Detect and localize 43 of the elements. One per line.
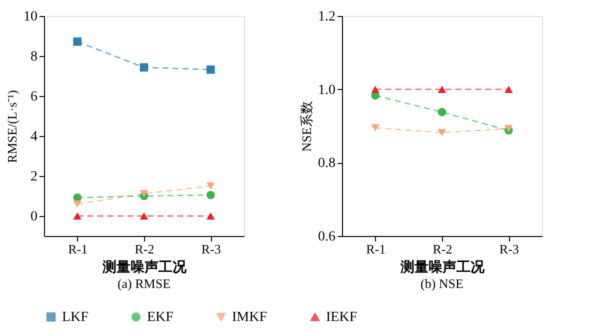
point [206,182,215,190]
y-tick-label: 0.6 [318,230,336,244]
point [438,108,446,116]
point [140,63,148,72]
point [371,124,380,132]
point [73,212,82,220]
point [504,86,513,93]
point [73,200,82,208]
x-tick-label: R-3 [499,242,519,256]
y-tick-label: 4 [30,130,38,144]
point [140,212,148,220]
legend-label: EKF [147,310,174,325]
point [438,128,446,136]
x-axis-title: 测量噪声工况 [102,260,188,276]
point [206,190,215,200]
x-tick-label: R-2 [134,242,154,256]
y-tick-label: 0.8 [318,156,336,172]
point [206,65,215,74]
y-tick-label: 2 [30,170,38,184]
y-axis-title: NSE系数 [299,101,314,152]
legend-label: LKF [62,310,89,325]
point [438,86,446,93]
x-axis-title: 测量噪声工况 [400,260,486,276]
x-tick-label: R-1 [68,242,88,256]
y-tick-label: 1.0 [318,82,336,98]
y-tick-label: 8 [30,50,38,64]
legend-label: IEKF [326,310,358,325]
point [206,212,215,220]
y-tick-label: 1.2 [318,10,336,24]
text: (a) RMSE [117,276,171,291]
point [73,37,82,46]
point [504,124,513,132]
legend-label: IMKF [232,310,268,325]
x-tick-label: R-3 [201,242,221,256]
y-tick-label: 6 [30,90,38,104]
y-axis-title: RMSE/(L·s⁻¹) [4,90,20,163]
y-tick-label: 10 [24,10,38,24]
x-tick-label: R-2 [432,242,452,256]
y-tick-label: 0 [30,210,38,224]
x-tick-label: R-1 [366,242,386,256]
point [371,86,380,93]
text: (b) NSE [420,276,464,291]
point [140,190,148,198]
